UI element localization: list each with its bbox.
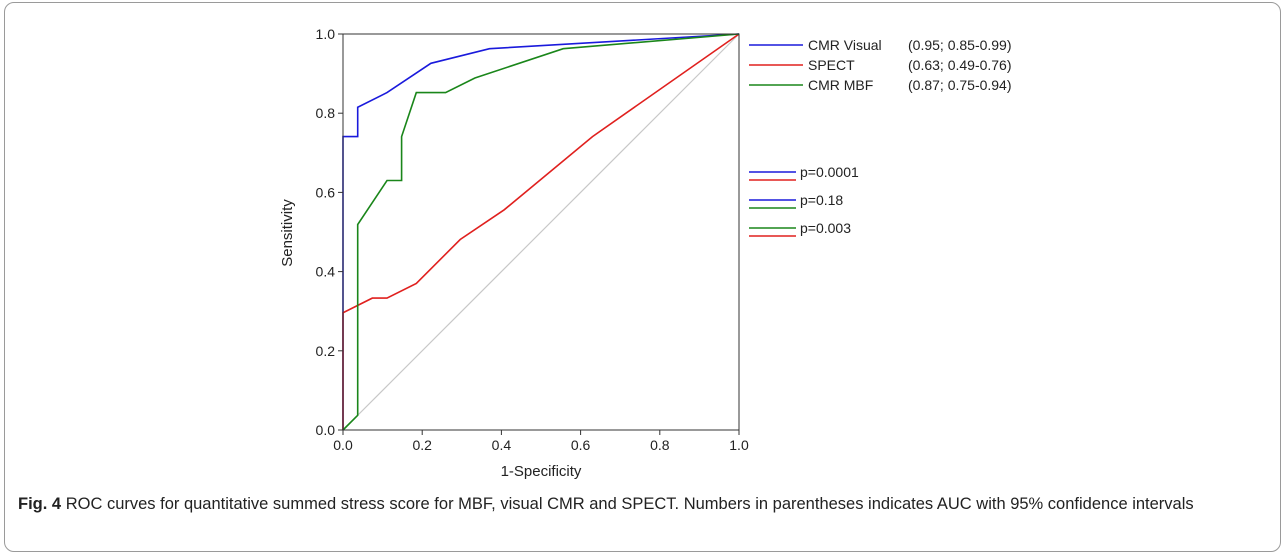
y-tick-label: 0.8 [316,105,336,121]
x-tick-label: 0.6 [571,437,591,453]
legend-series-name: SPECT [808,57,855,73]
figure-frame [4,2,1281,552]
reference-diagonal [342,33,740,431]
x-tick-label: 0.4 [492,437,512,453]
plot-frame [342,33,740,431]
x-axis-label: 1-Specificity [501,463,582,480]
y-tick-label: 0.2 [316,343,336,359]
figure-label: Fig. 4 [18,495,62,513]
series-line-cmr-mbf [342,33,740,431]
ticks-layer: 0.0 0.2 0.4 0.6 0.8 1.0 0.0 0.2 0.4 0.6 0.8 1.0 [316,26,749,453]
legend-auc-label: (0.95; 0.85-0.99) [908,37,1012,53]
legend-auc-label: (0.63; 0.49-0.76) [908,57,1012,73]
y-axis-label: Sensitivity [279,199,296,267]
caption-text: ROC curves for quantitative summed stres… [65,495,1194,513]
x-tick-label: 0.2 [412,437,432,453]
comparison-p-value: p=0.18 [800,192,843,208]
y-tick-label: 0.6 [316,184,336,200]
y-tick-label: 0.4 [316,264,336,280]
comparison-entry: p=0.18 [749,192,843,209]
legend-entry: CMR MBF (0.87; 0.75-0.94) [749,77,1012,93]
comparison-entry: p=0.003 [749,220,851,237]
y-tick-label: 1.0 [316,26,336,42]
legend-series-name: CMR Visual [808,37,882,53]
figure-caption: Fig. 4 ROC curves for quantitative summe… [18,491,1268,517]
legend: CMR Visual (0.95; 0.85-0.99) SPECT (0.63; 0… [749,37,1012,237]
legend-entry: SPECT (0.63; 0.49-0.76) [749,57,1012,73]
x-tick-label: 0.8 [650,437,670,453]
x-tick-label: 0.0 [333,437,353,453]
roc-chart: 0.0 0.2 0.4 0.6 0.8 1.0 0.0 0.2 0.4 0.6 0.8 1.0 1-S… [279,26,1012,480]
legend-entry: CMR Visual (0.95; 0.85-0.99) [749,37,1012,53]
legend-auc-label: (0.87; 0.75-0.94) [908,77,1012,93]
axes-layer [342,33,740,431]
series-line-spect [342,33,740,430]
comparison-p-value: p=0.0001 [800,164,859,180]
comparison-entry: p=0.0001 [749,164,859,181]
legend-series-name: CMR MBF [808,77,873,93]
y-tick-label: 0.0 [316,422,336,438]
reference-diagonal-layer [342,33,740,431]
x-tick-label: 1.0 [729,437,749,453]
comparison-p-value: p=0.003 [800,220,851,236]
